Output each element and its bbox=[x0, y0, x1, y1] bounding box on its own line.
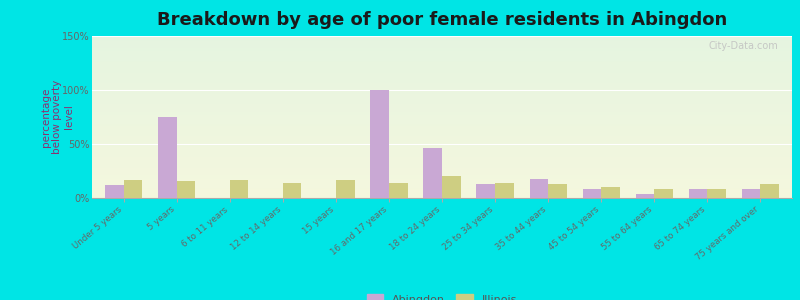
Bar bbox=[124, 180, 142, 198]
Bar bbox=[707, 189, 726, 198]
Bar bbox=[477, 184, 495, 198]
Bar bbox=[742, 189, 760, 198]
Bar bbox=[582, 189, 601, 198]
Bar bbox=[635, 194, 654, 198]
Y-axis label: percentage
below poverty
level: percentage below poverty level bbox=[41, 80, 74, 154]
Bar bbox=[654, 189, 673, 198]
Bar bbox=[689, 189, 707, 198]
Bar bbox=[283, 183, 302, 198]
Bar bbox=[106, 185, 124, 198]
Bar bbox=[177, 181, 195, 198]
Bar bbox=[530, 178, 548, 198]
Bar bbox=[158, 117, 177, 198]
Legend: Abingdon, Illinois: Abingdon, Illinois bbox=[362, 290, 522, 300]
Bar bbox=[760, 184, 778, 198]
Bar bbox=[548, 184, 566, 198]
Bar bbox=[601, 187, 620, 198]
Bar bbox=[389, 183, 407, 198]
Bar bbox=[230, 180, 249, 198]
Title: Breakdown by age of poor female residents in Abingdon: Breakdown by age of poor female resident… bbox=[157, 11, 727, 29]
Bar bbox=[442, 176, 461, 198]
Bar bbox=[495, 183, 514, 198]
Bar bbox=[370, 90, 389, 198]
Bar bbox=[336, 180, 354, 198]
Bar bbox=[423, 148, 442, 198]
Text: City-Data.com: City-Data.com bbox=[708, 41, 778, 51]
